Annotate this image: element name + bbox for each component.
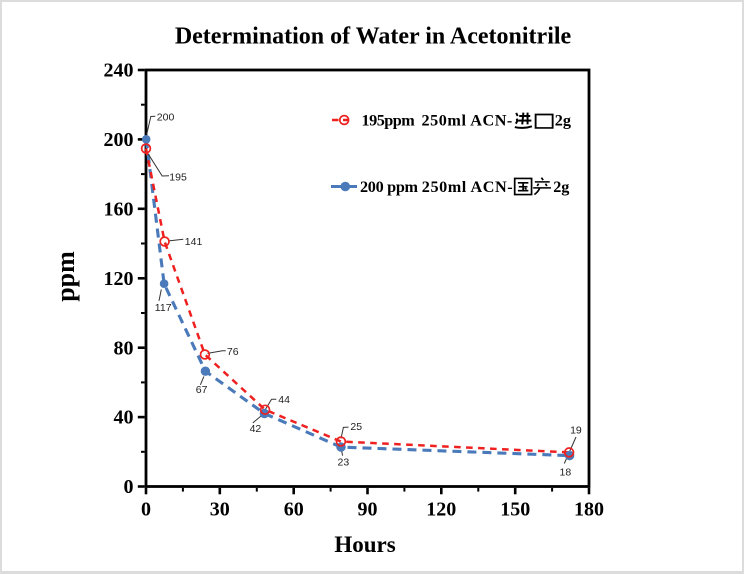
- svg-text:250ml ACN-: 250ml ACN-: [422, 178, 513, 196]
- svg-text:90: 90: [358, 499, 378, 521]
- svg-text:200: 200: [157, 112, 175, 124]
- svg-text:Determination of Water in Acet: Determination of Water in Acetonitrile: [175, 24, 572, 50]
- svg-text:240: 240: [104, 60, 134, 82]
- svg-text:19: 19: [570, 424, 582, 436]
- svg-text:195ppm: 195ppm: [362, 112, 416, 130]
- svg-text:30: 30: [210, 499, 230, 521]
- svg-text:250ml ACN-: 250ml ACN-: [422, 112, 513, 130]
- svg-text:141: 141: [185, 236, 203, 248]
- svg-text:18: 18: [560, 467, 572, 479]
- svg-text:0: 0: [124, 476, 134, 498]
- svg-text:120: 120: [426, 499, 456, 521]
- svg-text:25: 25: [350, 421, 362, 433]
- svg-text:180: 180: [574, 499, 604, 521]
- svg-text:80: 80: [114, 337, 134, 359]
- svg-text:117: 117: [155, 302, 172, 314]
- svg-text:150: 150: [500, 499, 530, 521]
- svg-text:0: 0: [141, 499, 151, 521]
- svg-text:Hours: Hours: [334, 532, 395, 557]
- svg-text:23: 23: [338, 456, 350, 468]
- svg-text:200: 200: [104, 129, 134, 151]
- svg-text:2g: 2g: [553, 178, 569, 196]
- svg-text:200 ppm: 200 ppm: [360, 178, 419, 196]
- svg-text:160: 160: [104, 198, 134, 220]
- svg-text:120: 120: [104, 268, 134, 290]
- svg-text:2g: 2g: [555, 112, 571, 130]
- svg-text:67: 67: [196, 384, 208, 396]
- svg-text:44: 44: [278, 394, 290, 406]
- svg-text:60: 60: [284, 499, 304, 521]
- svg-text:195: 195: [169, 171, 187, 183]
- svg-text:76: 76: [227, 346, 239, 358]
- svg-text:42: 42: [250, 423, 262, 435]
- svg-text:ppm: ppm: [51, 251, 80, 302]
- svg-text:40: 40: [114, 407, 134, 429]
